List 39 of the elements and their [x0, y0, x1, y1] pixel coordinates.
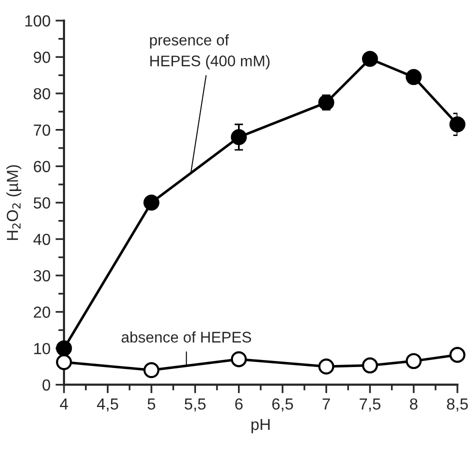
x-tick-label: 4,5 [96, 398, 118, 412]
point [362, 357, 378, 374]
point [56, 354, 72, 370]
point [362, 50, 378, 67]
y-tick-label: 10 [34, 342, 50, 354]
x-tick-label: 4 [60, 398, 68, 410]
point [406, 353, 422, 370]
y-tick-label: 60 [34, 160, 50, 172]
y-tick-label: 90 [34, 52, 50, 63]
point [143, 194, 160, 211]
point [449, 346, 466, 363]
y-axis-title: H$_{2}$O$_{2}$ (µM) [6, 165, 22, 240]
y-tick-label: 80 [34, 88, 50, 100]
annotation: presence of HEPES (400 mM) [150, 34, 270, 70]
annotation: absence of HEPES [122, 331, 252, 343]
point [406, 69, 422, 86]
y-tick-label: 100 [25, 15, 50, 27]
point [449, 116, 466, 132]
point [56, 340, 72, 356]
x-tick-label: 5,5 [184, 398, 206, 412]
x-axis-title: pH [252, 418, 270, 434]
x-tick-label: 7 [322, 398, 330, 410]
x-tick-label: 8 [410, 398, 418, 410]
y-tick-label: 20 [34, 306, 50, 318]
x-tick-label: 6,5 [272, 398, 293, 412]
point [318, 94, 334, 111]
x-tick-label: 8,5 [447, 398, 468, 412]
point [143, 362, 160, 378]
point [230, 351, 247, 368]
point [318, 358, 334, 375]
x-tick-label: 6 [235, 398, 243, 410]
x-tick-label: 5 [148, 398, 156, 410]
x-tick-label: 7,5 [360, 398, 380, 412]
y-tick-label: 70 [34, 124, 50, 136]
y-tick-label: 50 [34, 197, 50, 209]
y-tick-label: 30 [34, 270, 50, 282]
y-tick-label: 0 [42, 379, 50, 391]
point [230, 129, 247, 146]
y-tick-label: 40 [33, 234, 50, 246]
